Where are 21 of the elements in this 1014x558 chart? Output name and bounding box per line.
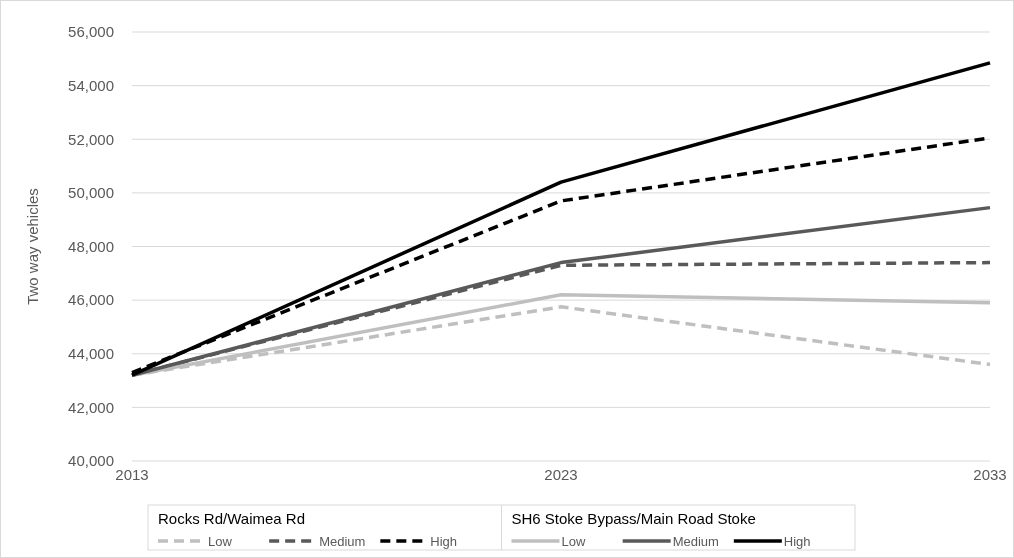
y-axis-title: Two way vehicles <box>24 188 41 305</box>
x-tick-label: 2033 <box>973 466 1007 483</box>
y-tick-label: 48,000 <box>68 237 114 255</box>
legend-label: Medium <box>319 533 366 549</box>
text: Rocks Rd/Waimea Rd <box>158 510 305 527</box>
legend-label: High <box>430 533 458 549</box>
y-tick-label: 42,000 <box>68 398 114 416</box>
x-tick-label: 2023 <box>544 466 578 483</box>
legend-label: Low <box>561 533 586 549</box>
legend-label: High <box>783 533 811 549</box>
y-tick-label: 40,000 <box>68 452 114 470</box>
legend-label: Low <box>208 533 233 549</box>
y-tick-label: 56,000 <box>68 23 114 41</box>
y-tick-label: 52,000 <box>68 130 114 148</box>
text: SH6 Stoke Bypass/Main Road Stoke <box>511 510 756 527</box>
y-tick-label: 50,000 <box>68 184 114 202</box>
y-tick-label: 46,000 <box>68 291 114 309</box>
y-tick-label: 54,000 <box>68 76 114 94</box>
y-tick-label: 44,000 <box>68 345 114 362</box>
x-tick-label: 2013 <box>115 466 149 483</box>
legend-label: Medium <box>672 533 719 549</box>
